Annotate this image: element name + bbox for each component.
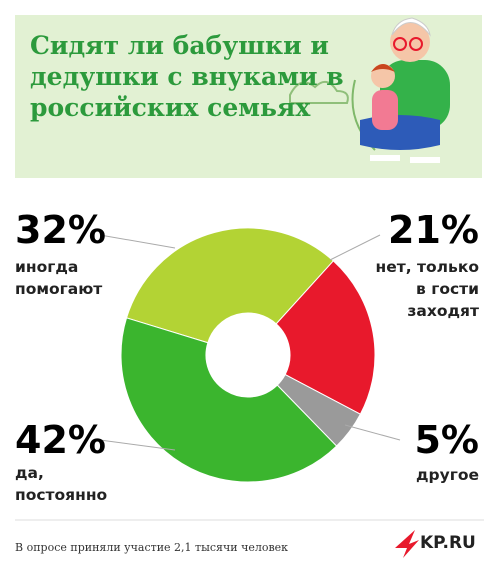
leader-line — [99, 439, 176, 451]
donut-segment — [275, 260, 376, 415]
leader-line — [99, 234, 176, 249]
footnote: В опросе приняли участие 2,1 тысячи чело… — [15, 541, 289, 554]
value-label: 32% — [15, 208, 106, 252]
category-label: нет, только в гости заходят — [375, 258, 479, 320]
illustration — [289, 17, 450, 163]
value-label: 21% — [388, 208, 479, 252]
leader-line — [329, 234, 381, 261]
value-label: 42% — [15, 418, 106, 462]
category-label: иногда помогают — [15, 258, 103, 298]
leader-line — [344, 424, 401, 441]
source-logo: KP.RU — [420, 533, 476, 553]
donut-segment — [125, 227, 335, 344]
logo-bird — [395, 530, 419, 558]
donut-segment — [120, 317, 338, 483]
category-label: да, постоянно — [15, 464, 108, 504]
category-label: другое — [416, 466, 479, 484]
value-label: 5% — [414, 418, 479, 462]
chart-title: Сидят ли бабушки и дедушки с внуками в р… — [30, 31, 344, 122]
